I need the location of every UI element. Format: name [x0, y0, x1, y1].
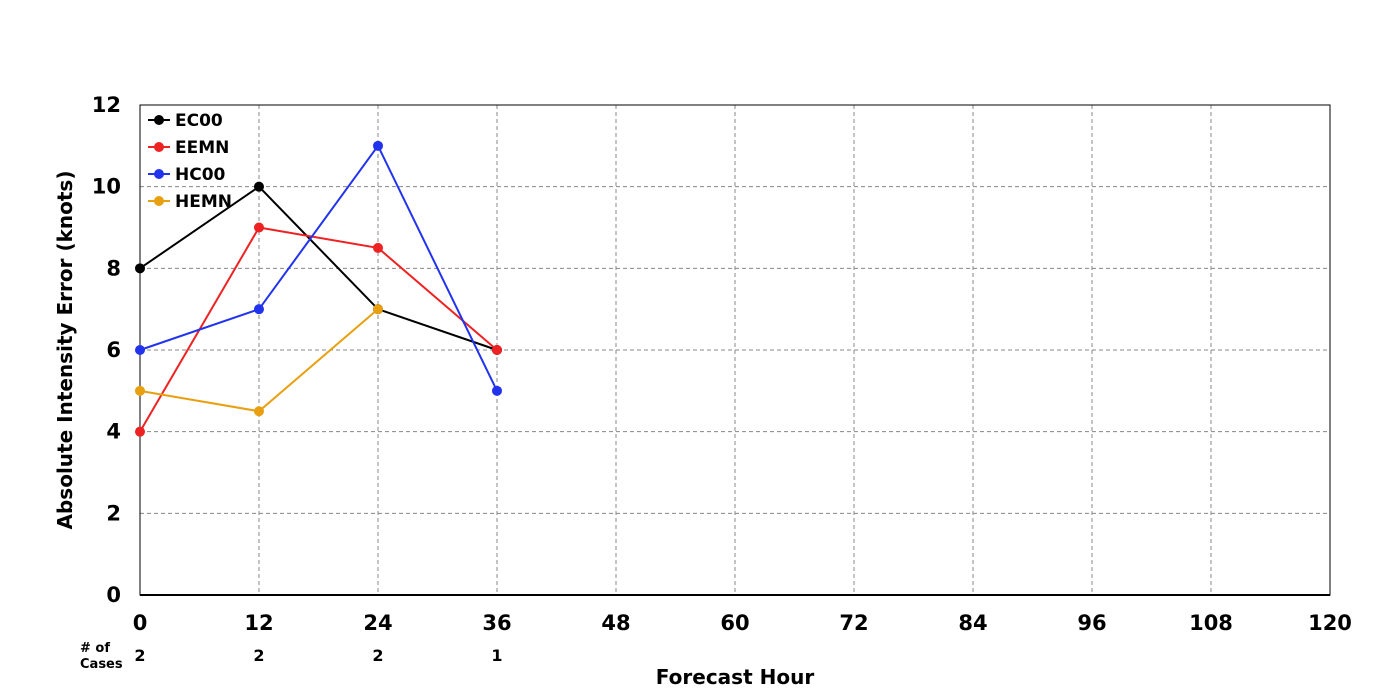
- series-line: [139, 226, 498, 433]
- data-point: [254, 222, 264, 233]
- y-tick-labels: 0 2 4 6 8 10 12: [92, 93, 121, 607]
- y-tick-label: 10: [92, 175, 121, 199]
- x-tick-label: 60: [720, 611, 749, 635]
- cases-label-line1: # of: [80, 641, 110, 656]
- y-tick-label: 4: [106, 420, 121, 444]
- cases-row: # of Cases 2 2 2 1: [80, 641, 503, 672]
- case-count: 2: [253, 646, 264, 665]
- legend-item: EC00: [148, 111, 223, 131]
- series-hemn: [135, 304, 383, 417]
- legend-swatch-marker: [154, 142, 164, 152]
- data-point: [373, 304, 383, 315]
- data-point: [373, 242, 383, 253]
- data-point: [254, 304, 264, 315]
- x-tick-label: 108: [1189, 611, 1233, 635]
- data-point: [492, 345, 502, 355]
- y-tick-label: 12: [92, 93, 121, 117]
- x-tick-label: 12: [244, 611, 273, 635]
- grid-lines: [140, 105, 1330, 595]
- x-tick-label: 120: [1308, 611, 1352, 635]
- y-tick-label: 8: [106, 256, 121, 280]
- legend-label: EC00: [175, 111, 223, 131]
- y-tick-label: 2: [106, 501, 121, 525]
- data-point: [135, 426, 145, 437]
- x-tick-labels: 0 12 24 36 48 60 72 84 96 108 120: [133, 611, 1352, 635]
- series-hc00: [135, 140, 502, 396]
- data-point: [254, 406, 264, 417]
- x-tick-label: 72: [839, 611, 868, 635]
- data-point: [135, 263, 145, 274]
- y-tick-label: 6: [106, 338, 121, 362]
- legend-label: EEMN: [175, 138, 229, 158]
- x-tick-label: 36: [482, 611, 511, 635]
- case-count: 2: [134, 646, 145, 665]
- y-axis-label: Absolute Intensity Error (knots): [53, 171, 77, 530]
- x-tick-label: 24: [363, 611, 392, 635]
- x-tick-label: 48: [601, 611, 630, 635]
- data-point: [254, 181, 264, 192]
- legend-swatch-marker: [154, 169, 164, 179]
- data-point: [135, 345, 145, 355]
- legend-item: EEMN: [148, 138, 229, 158]
- legend-item: HC00: [148, 165, 226, 185]
- legend: EC00 EEMN HC00 HEMN: [148, 111, 232, 212]
- legend-swatch-marker: [154, 115, 164, 125]
- data-point: [492, 385, 502, 396]
- legend-item: HEMN: [148, 192, 232, 212]
- x-tick-label: 96: [1077, 611, 1106, 635]
- x-tick-label: 0: [133, 611, 148, 635]
- case-count: 1: [491, 646, 502, 665]
- series-line: [139, 185, 498, 351]
- series-layer: [135, 140, 502, 437]
- cases-label-line2: Cases: [80, 657, 123, 672]
- legend-label: HEMN: [175, 192, 232, 212]
- series-eemn: [135, 222, 502, 437]
- data-point: [373, 140, 383, 151]
- x-tick-label: 84: [958, 611, 987, 635]
- series-line: [139, 143, 498, 392]
- legend-swatch-marker: [154, 196, 164, 206]
- data-point: [135, 385, 145, 396]
- y-tick-label: 0: [106, 583, 121, 607]
- legend-label: HC00: [175, 165, 226, 185]
- x-axis-label: Forecast Hour: [656, 665, 815, 689]
- case-count: 2: [372, 646, 383, 665]
